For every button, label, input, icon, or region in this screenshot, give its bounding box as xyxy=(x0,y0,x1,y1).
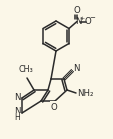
Text: N: N xyxy=(72,64,79,73)
Text: −: − xyxy=(88,16,94,22)
Text: O: O xyxy=(73,6,80,15)
Text: N: N xyxy=(14,107,20,116)
Text: +: + xyxy=(78,16,83,21)
Text: N: N xyxy=(74,17,81,26)
Text: CH₃: CH₃ xyxy=(18,65,33,74)
Text: NH₂: NH₂ xyxy=(76,90,93,99)
Text: H: H xyxy=(14,114,20,122)
Text: O: O xyxy=(84,17,91,26)
Text: N: N xyxy=(14,94,20,102)
Text: O: O xyxy=(50,102,57,111)
